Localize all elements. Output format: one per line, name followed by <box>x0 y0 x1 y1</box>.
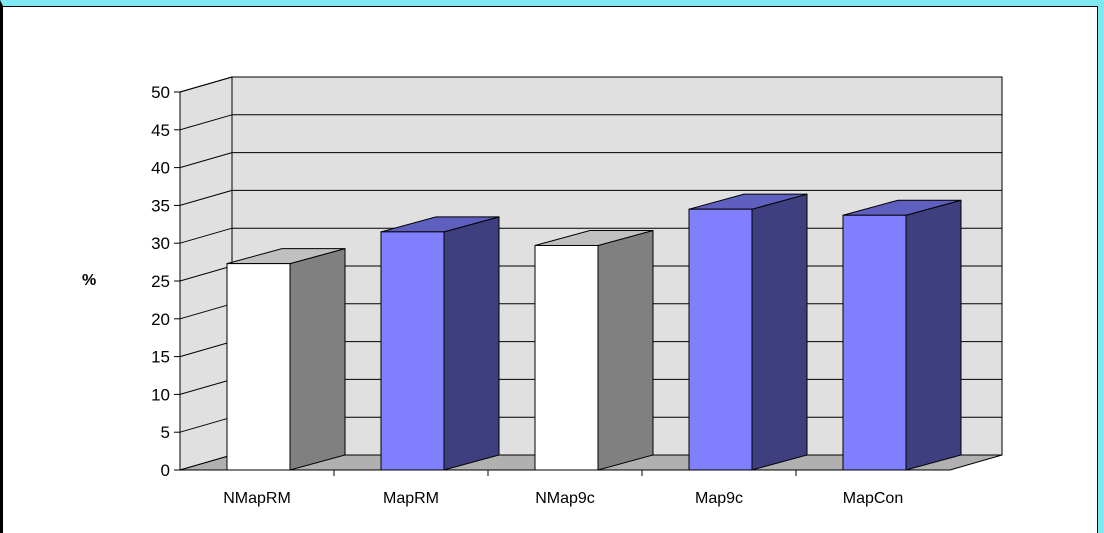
y-axis-label: % <box>82 272 96 289</box>
y-tick-label: 20 <box>151 310 170 329</box>
bar <box>842 199 962 471</box>
window-border-inner-top <box>3 6 1098 7</box>
bar-front <box>380 231 445 471</box>
gridline-side <box>179 114 233 131</box>
y-tick-label: 50 <box>151 83 170 102</box>
gridline-side <box>179 189 233 206</box>
bar-side <box>597 229 654 471</box>
x-tick-label: NMap9c <box>535 490 595 507</box>
window-border-inner-right <box>1097 6 1098 533</box>
x-tick-label: Map9c <box>695 490 743 507</box>
bar-side <box>751 193 808 471</box>
bar <box>226 247 346 471</box>
gridline-side <box>179 416 233 433</box>
y-tick-label: 40 <box>151 159 170 178</box>
y-tick-label: 25 <box>151 272 170 291</box>
y-tick-label: 15 <box>151 348 170 367</box>
bar <box>534 229 654 471</box>
y-tick-label: 0 <box>161 461 170 480</box>
gridline-side <box>179 76 233 93</box>
bar <box>380 216 500 471</box>
bar-front <box>842 214 907 471</box>
gridline-side <box>179 378 233 395</box>
bar-side <box>289 247 346 471</box>
gridline-side <box>179 303 233 320</box>
chart-bars <box>226 193 962 471</box>
x-tick-label: MapRM <box>383 490 439 507</box>
y-tick-label: 10 <box>151 385 170 404</box>
gridline-side <box>179 265 233 282</box>
y-tick-label: 35 <box>151 196 170 215</box>
gridline-side <box>179 341 233 358</box>
bar-side <box>443 216 500 471</box>
gridline-side <box>179 152 233 169</box>
y-tick-label: 45 <box>151 121 170 140</box>
y-axis: 0 5 10 15 20 25 30 35 40 45 50 <box>151 83 181 480</box>
y-tick-label: 5 <box>161 423 170 442</box>
bar-front <box>534 244 599 471</box>
x-axis: NMapRM MapRM NMap9c Map9c MapCon <box>180 469 950 507</box>
y-tick-label: 30 <box>151 234 170 253</box>
x-tick-label: MapCon <box>843 490 903 507</box>
gridline-side <box>179 227 233 244</box>
bar <box>688 193 808 471</box>
bar-side <box>905 199 962 471</box>
bar-front <box>226 263 291 471</box>
x-tick-label: NMapRM <box>223 490 291 507</box>
bar-front <box>688 208 753 471</box>
